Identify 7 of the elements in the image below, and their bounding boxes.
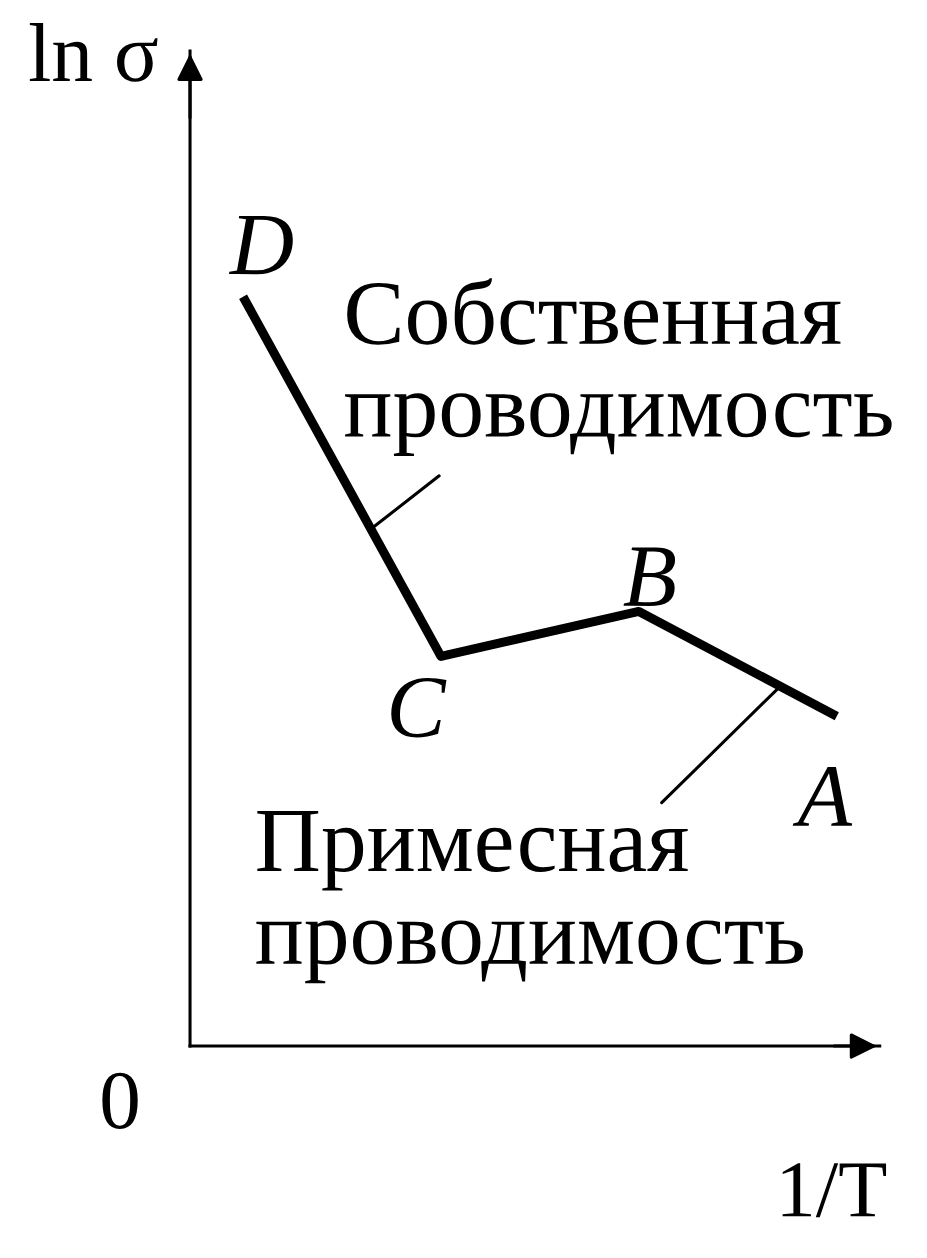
x-axis-title: 1/T [782,1163,887,1218]
annotation: C [391,677,447,738]
text: 0 [102,1072,138,1129]
annotation: Собственная проводимость [345,278,892,456]
text: D [228,215,293,275]
y-axis-title: ln σ [29,23,158,82]
annotation: B [623,547,676,607]
